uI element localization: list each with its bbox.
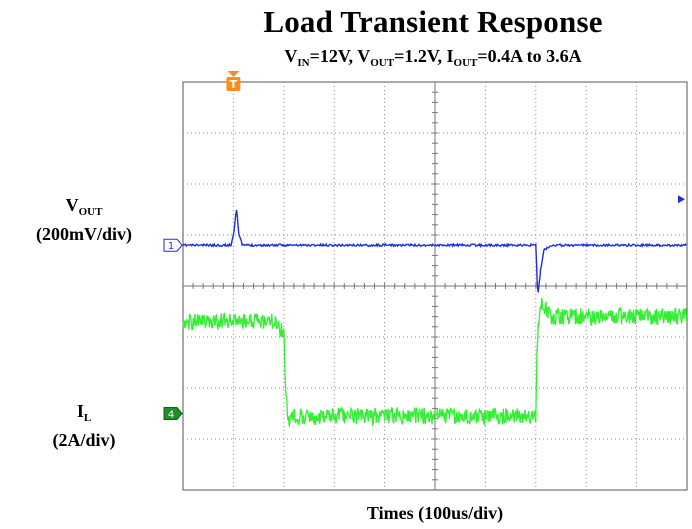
vout-label-text: V (65, 195, 79, 215)
series-trace-vout (182, 209, 687, 293)
vout-label: VOUT (200mV/div) (6, 194, 162, 245)
subtitle-part: =0.4A to 3.6A (477, 46, 582, 66)
channel-marker-label: 1 (168, 241, 174, 252)
subtitle-sub: IN (297, 57, 310, 69)
subtitle-sub: OUT (370, 57, 395, 69)
trigger-marker-label: T (230, 78, 238, 91)
channel-marker-box (163, 238, 183, 252)
subtitle-part: =1.2V, I (394, 46, 454, 66)
x-axis-label: Times (100us/div) (366, 503, 504, 523)
vout-label-sub: OUT (78, 206, 103, 218)
channel-marker-4: 4 (163, 407, 183, 421)
chart-subtitle: VIN=12V, VOUT=1.2V, IOUT=0.4A to 3.6A (183, 46, 683, 69)
il-label-text: I (76, 401, 84, 421)
series-trace-il (182, 297, 688, 427)
chart-title: Load Transient Response (263, 4, 603, 39)
subtitle-sub: OUT (453, 57, 478, 69)
il-scale: (2A/div) (52, 430, 116, 450)
il-label-sub: L (83, 412, 92, 424)
subtitle-part: V (284, 46, 298, 66)
il-label: IL (2A/div) (6, 400, 162, 451)
vout-scale: (200mV/div) (36, 224, 132, 244)
channel-marker-1: 1 (163, 238, 183, 252)
trigger-arrow (227, 71, 240, 77)
trigger-marker-box (226, 77, 241, 91)
channel-marker-label: 4 (168, 410, 174, 421)
subtitle-part: =12V, V (309, 46, 371, 66)
channel-marker-box (163, 407, 183, 420)
